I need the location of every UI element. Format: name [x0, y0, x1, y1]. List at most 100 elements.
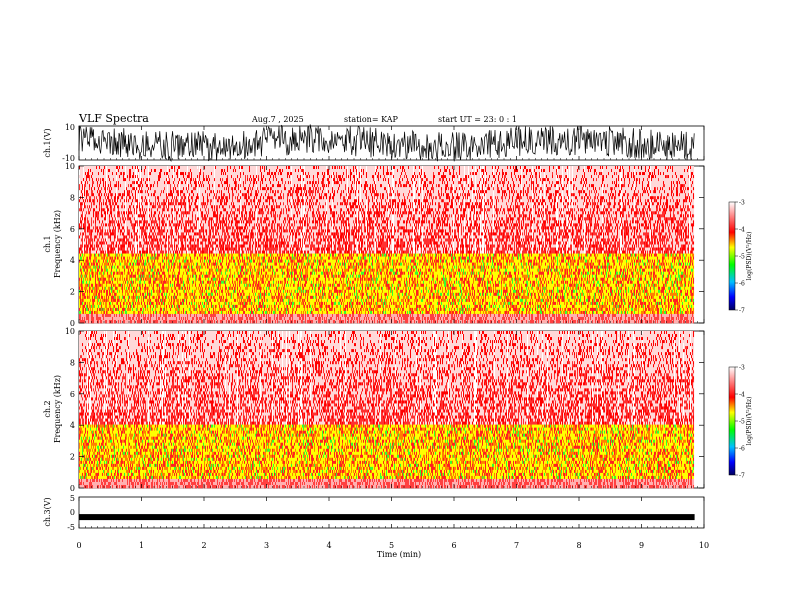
ch1-spec-cell [90, 232, 91, 235]
ch1-spec-cell [85, 269, 86, 272]
ch1-spec-cell [88, 190, 89, 193]
ch1-spec-cell [88, 311, 89, 314]
ch1-spec-cell [90, 278, 91, 281]
ch1-spec-cell [86, 302, 87, 305]
ch1-spec-cell [85, 266, 86, 269]
ch1-spec-cell [89, 296, 90, 299]
ch1-spec-cell [80, 199, 81, 202]
ch1-spec-cell [80, 251, 81, 254]
ch1-spec-cell [87, 317, 88, 320]
ch1-spec-cell [87, 172, 88, 175]
ch1-spec-cell [89, 317, 90, 320]
ch1-spec-cell [87, 245, 88, 248]
ch1-spec-cell [90, 269, 91, 272]
ch1-spec-cell [90, 169, 91, 172]
ch1-spec-cell [88, 281, 89, 284]
ch1-spec-cell [81, 254, 82, 257]
ch1-spec-cell [90, 305, 91, 308]
ch1-spec-cell [80, 229, 81, 232]
ch1-spec-cell [79, 208, 80, 211]
ch1-spec-cell [84, 317, 85, 320]
ch1-spec-cell [81, 187, 82, 190]
ch1-spec-cell [84, 281, 85, 284]
ch1-spec-cell [88, 208, 89, 211]
ch1-spec-cell [79, 296, 80, 299]
ch1-spec-cell [86, 187, 87, 190]
ch1-spec-cell [87, 281, 88, 284]
ch1-spec-cell [83, 235, 84, 238]
ch1-spec-cell [82, 187, 83, 190]
ch1-spec-cell [90, 290, 91, 293]
ch3-waveform-frame [79, 497, 704, 528]
ch1-spec-cell [87, 211, 88, 214]
ch1-spec-cell [85, 251, 86, 254]
ch1-spec-cell [80, 266, 81, 269]
ch1-spec-cell [84, 214, 85, 217]
ch1-spec-cell [89, 235, 90, 238]
ch1-spec-cell [80, 169, 81, 172]
ch1-spec-cell [87, 223, 88, 226]
ch1-spec-cell [83, 214, 84, 217]
ch1-spec-cell [88, 314, 89, 317]
ch1-spec-cell [86, 166, 87, 169]
ch1-spec-cell [80, 166, 81, 169]
ch1-spec-cell [89, 238, 90, 241]
ch1-spec-cell [90, 320, 91, 323]
ch1-spec-cell [79, 229, 80, 232]
ch1-spec-cell [85, 181, 86, 184]
ch1-spec-cell [83, 190, 84, 193]
ch1-spec-cell [80, 269, 81, 272]
ch1-spec-cell [89, 208, 90, 211]
ch1-spec-cell [81, 272, 82, 275]
ch1-spec-cell [83, 205, 84, 208]
ch1-spec-cell [83, 187, 84, 190]
ch1-spec-cell [91, 172, 92, 175]
ch1-spec-cell [79, 238, 80, 241]
ch1-spec-cell [80, 217, 81, 220]
ch1-spec-cell [89, 281, 90, 284]
ch1-spec-cell [80, 190, 81, 193]
ch1-spec-cell [81, 211, 82, 214]
ch1-spec-cell [81, 245, 82, 248]
ch1-spec-cell [87, 229, 88, 232]
ch1-spec-cell [88, 241, 89, 244]
ch1-spec-cell [85, 263, 86, 266]
ch1-spec-cell [90, 266, 91, 269]
ch1-spec-cell [87, 169, 88, 172]
ch1-spec-cell [79, 299, 80, 302]
ch1-spec-cell [79, 178, 80, 181]
ch1-spec-cell [90, 199, 91, 202]
ch1-spec-cell [82, 190, 83, 193]
ch1-spec-cell [88, 205, 89, 208]
ch1-spec-cell [84, 308, 85, 311]
ch1-spec-cell [89, 178, 90, 181]
ch1-spec-cell [86, 217, 87, 220]
ch1-spec-cell [85, 296, 86, 299]
ch1-spec-cell [89, 275, 90, 278]
ch1-spec-cell [82, 223, 83, 226]
ch1-spec-cell [84, 166, 85, 169]
ch1-spec-cell [81, 229, 82, 232]
ch1-spec-cell [91, 175, 92, 178]
ch1-spec-cell [79, 293, 80, 296]
ch1-spec-cell [84, 257, 85, 260]
ch1-spec-cell [79, 187, 80, 190]
ch1-spec-cell [79, 196, 80, 199]
ch1-spec-cell [86, 214, 87, 217]
ch1-spec-cell [89, 217, 90, 220]
ch1-spec-cell [89, 314, 90, 317]
ch1-spec-cell [91, 199, 92, 202]
ch1-spec-cell [83, 269, 84, 272]
ch1-spec-cell [88, 181, 89, 184]
ch1-spec-cell [88, 220, 89, 223]
ch1-spec-cell [84, 263, 85, 266]
ch1-spec-cell [87, 232, 88, 235]
ch1-spec-cell [81, 172, 82, 175]
ch1-spec-cell [83, 281, 84, 284]
ch1-spec-cell [82, 314, 83, 317]
ch1-spec-cell [87, 299, 88, 302]
ch1-spec-cell [80, 175, 81, 178]
ch1-spec-cell [91, 202, 92, 205]
ch1-spec-cell [88, 238, 89, 241]
ch1-spec-cell [87, 241, 88, 244]
